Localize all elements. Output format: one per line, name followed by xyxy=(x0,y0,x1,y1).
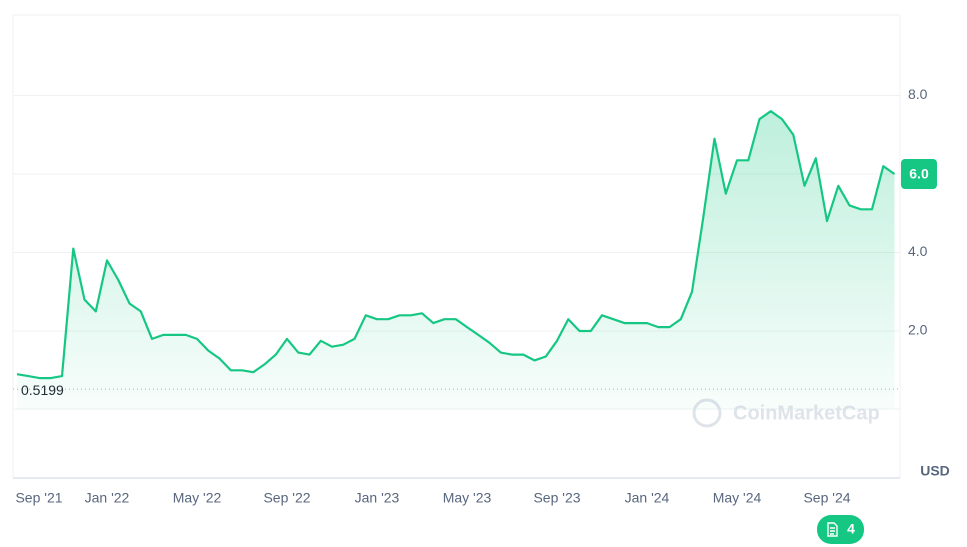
notes-badge[interactable]: 4 xyxy=(817,515,864,544)
x-tick-label: Jan '24 xyxy=(625,490,670,506)
x-tick-label: Jan '22 xyxy=(85,490,130,506)
badge-count[interactable]: 4 xyxy=(847,521,855,537)
unit-label: USD xyxy=(920,463,950,479)
last-value-tag xyxy=(901,159,937,189)
badge-icon xyxy=(827,522,838,537)
badge-background[interactable] xyxy=(817,515,864,544)
x-tick-label: Sep '24 xyxy=(803,490,850,506)
price-line xyxy=(16,110,896,380)
x-tick-label: May '23 xyxy=(443,490,492,506)
last-value-label: 6.0 xyxy=(909,166,929,182)
y-tick-label: 2.0 xyxy=(908,322,928,338)
x-tick-label: Sep '23 xyxy=(533,490,580,506)
y-tick-label: 4.0 xyxy=(908,243,928,259)
x-tick-label: Sep '21 xyxy=(15,490,62,506)
x-tick-label: May '24 xyxy=(713,490,762,506)
x-tick-label: Jan '23 xyxy=(355,490,400,506)
x-tick-label: Sep '22 xyxy=(263,490,310,506)
y-tick-label: 8.0 xyxy=(908,86,928,102)
price-area xyxy=(17,111,895,410)
x-tick-label: May '22 xyxy=(173,490,222,506)
